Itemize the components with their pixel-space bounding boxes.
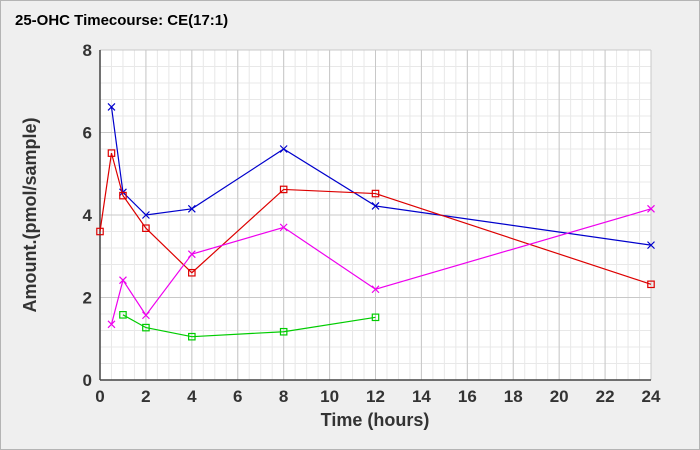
data-point (188, 332, 196, 341)
data-point (107, 149, 116, 157)
x-tick-label: 24 (642, 387, 661, 406)
x-tick-labels: 0 2 4 6 8 10 12 14 16 18 20 22 24 (95, 387, 661, 406)
y-tick-labels: 0 2 4 6 8 (83, 41, 93, 390)
data-point (371, 313, 380, 322)
data-point (107, 320, 116, 329)
x-tick-label: 6 (233, 387, 242, 406)
y-tick-label: 2 (83, 289, 92, 308)
series-4 (119, 311, 380, 341)
series-group (96, 103, 655, 341)
series-3 (107, 204, 655, 329)
data-point (371, 189, 380, 198)
data-point (371, 285, 380, 294)
data-point (279, 185, 288, 194)
data-point (141, 211, 150, 219)
data-point (119, 191, 127, 200)
x-tick-label: 0 (95, 387, 104, 406)
x-tick-label: 8 (279, 387, 288, 406)
data-point (187, 250, 196, 259)
data-point (371, 202, 380, 210)
series-2 (96, 149, 655, 289)
x-tick-label: 10 (320, 387, 339, 406)
data-point (647, 280, 655, 289)
x-tick-label: 14 (412, 387, 431, 406)
data-point (141, 311, 150, 320)
data-point (142, 323, 150, 332)
series-line (99, 152, 652, 285)
data-point (279, 327, 288, 336)
data-point (119, 276, 127, 285)
series-line (122, 314, 376, 338)
x-axis-label: Time (hours) (321, 410, 430, 430)
x-tick-label: 12 (366, 387, 385, 406)
data-point (279, 223, 288, 232)
x-tick-label: 16 (458, 387, 477, 406)
data-point (188, 268, 196, 277)
y-tick-label: 0 (83, 371, 92, 390)
chart-title: 25-OHC Timecourse: CE(17:1) (15, 12, 228, 29)
data-point (279, 145, 288, 153)
y-axis-label: Amount.(pmol/sample) (20, 117, 40, 312)
x-tick-label: 4 (187, 387, 197, 406)
y-tick-label: 4 (83, 206, 93, 225)
data-point (647, 204, 655, 213)
x-tick-label: 18 (504, 387, 523, 406)
x-tick-label: 20 (550, 387, 569, 406)
data-point (647, 241, 655, 250)
y-tick-label: 6 (83, 124, 92, 143)
y-tick-label: 8 (83, 41, 92, 60)
data-point (187, 204, 196, 213)
axes (99, 50, 651, 381)
data-point (119, 311, 127, 319)
x-tick-label: 22 (596, 387, 615, 406)
data-point (107, 103, 116, 111)
x-tick-label: 2 (141, 387, 150, 406)
data-point (96, 227, 104, 236)
data-point (142, 224, 150, 233)
